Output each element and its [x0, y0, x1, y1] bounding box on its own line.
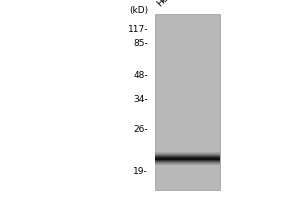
Text: He1a: He1a: [156, 0, 179, 8]
Bar: [155, 153, 220, 154]
Text: 85-: 85-: [133, 38, 148, 47]
Text: 26-: 26-: [134, 126, 148, 134]
Bar: [155, 163, 220, 164]
Bar: [155, 159, 220, 160]
Bar: [155, 14, 220, 190]
Text: 117-: 117-: [128, 25, 148, 34]
Bar: [155, 162, 220, 163]
Bar: [155, 159, 220, 160]
Text: (kD): (kD): [129, 5, 148, 15]
Bar: [155, 160, 220, 161]
Bar: [155, 158, 220, 159]
Bar: [155, 158, 220, 159]
Bar: [155, 156, 220, 157]
Text: 48-: 48-: [134, 71, 148, 79]
Bar: [155, 157, 220, 158]
Bar: [155, 155, 220, 156]
Bar: [155, 164, 220, 165]
Bar: [155, 161, 220, 162]
Bar: [155, 152, 220, 153]
Text: 19-: 19-: [133, 168, 148, 176]
Text: 34-: 34-: [134, 96, 148, 104]
Bar: [155, 154, 220, 155]
